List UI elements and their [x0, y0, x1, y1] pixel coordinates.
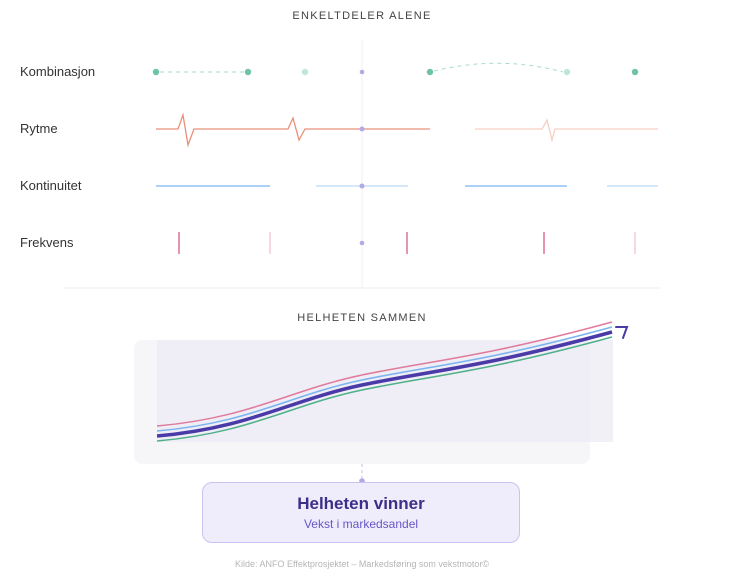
rytme-track [156, 112, 658, 148]
frekvens-track [178, 232, 636, 254]
result-card: Helheten vinner Vekst i markedsandel [202, 482, 520, 543]
row-label-kombinasjon: Kombinasjon [20, 64, 96, 79]
section-title-top: ENKELTDELER ALENE [292, 10, 432, 22]
section-title-bottom: HELHETEN SAMMEN [297, 312, 427, 324]
row-label-rytme: Rytme [20, 121, 58, 136]
center-dots [359, 69, 365, 246]
kombinasjon-track [152, 62, 639, 76]
row-label-frekvens: Frekvens [20, 235, 74, 250]
result-title: Helheten vinner [297, 494, 425, 513]
source-footer: Kilde: ANFO Effektprosjektet – Markedsfø… [234, 559, 490, 569]
arrow-head-icon [615, 326, 629, 339]
row-label-kontinuitet: Kontinuitet [20, 178, 82, 193]
result-subtitle: Vekst i markedsandel [303, 517, 419, 531]
combined-curves [156, 321, 629, 442]
